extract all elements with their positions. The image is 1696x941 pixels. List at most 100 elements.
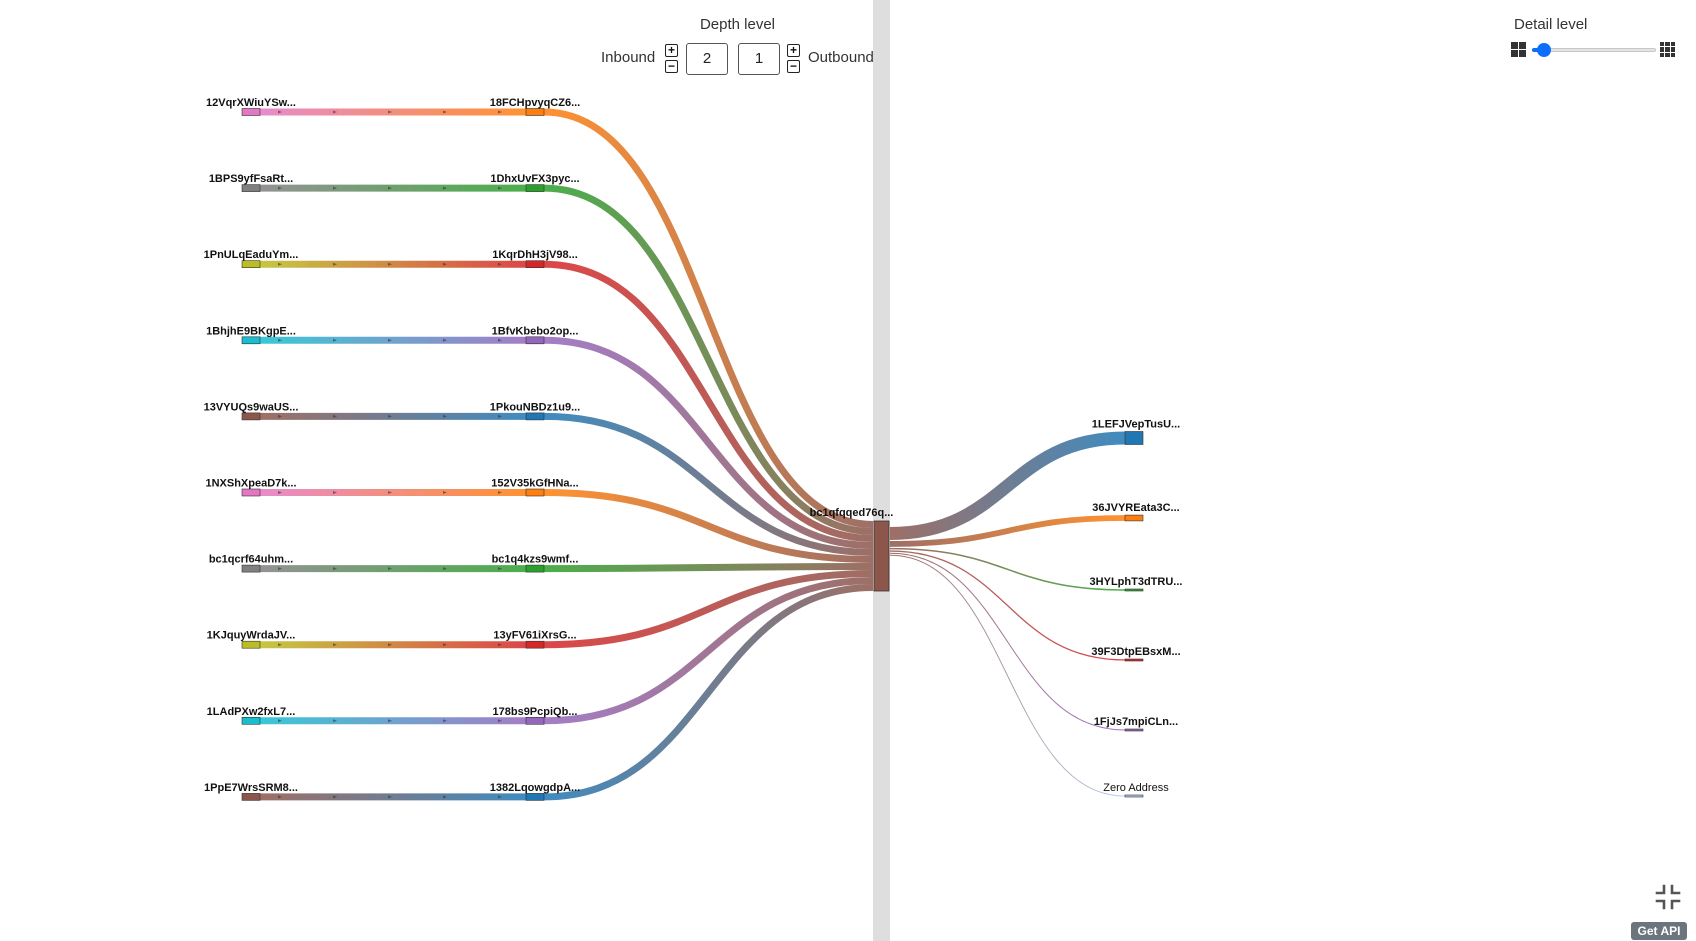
- address-label[interactable]: 1NXShXpeaD7k...: [205, 478, 296, 490]
- flow-link-outbound[interactable]: [889, 431, 1126, 540]
- address-node[interactable]: [241, 564, 261, 573]
- address-label[interactable]: 1BhjhE9BKgpE...: [206, 325, 296, 337]
- flow-link-inbound-inner[interactable]: [543, 260, 874, 542]
- flow-arrow-mark: [443, 262, 447, 266]
- address-label[interactable]: 1LAdPXw2fxL7...: [207, 706, 296, 718]
- detail-level-slider[interactable]: [1532, 43, 1656, 57]
- flow-link-inbound-inner[interactable]: [543, 336, 874, 549]
- address-node[interactable]: [525, 488, 545, 497]
- address-node[interactable]: [525, 412, 545, 421]
- address-label[interactable]: 1382LqowgdpA...: [490, 782, 580, 794]
- address-label[interactable]: 18FCHpvyqCZ6...: [490, 97, 580, 109]
- address-label[interactable]: 1BfvKbebo2op...: [492, 325, 579, 337]
- address-label[interactable]: 152V35kGfHNa...: [491, 478, 578, 490]
- inbound-increment-button[interactable]: +: [665, 44, 678, 57]
- address-label[interactable]: 1DhxUvFX3pyc...: [490, 173, 579, 185]
- center-address-node[interactable]: [873, 520, 890, 592]
- flow-arrow-mark: [388, 186, 392, 190]
- address-node[interactable]: [525, 336, 545, 345]
- address-node[interactable]: [1124, 588, 1144, 592]
- address-node[interactable]: [241, 184, 261, 192]
- flow-arrow-mark: [498, 795, 502, 799]
- flow-link-inbound-inner[interactable]: [543, 412, 874, 556]
- address-node[interactable]: [525, 716, 545, 725]
- nodes-layer: [241, 108, 1144, 801]
- address-label[interactable]: 39F3DtpEBsxM...: [1091, 646, 1180, 658]
- address-node[interactable]: [1124, 514, 1144, 522]
- flow-link-outbound[interactable]: [889, 554, 1126, 797]
- slider-thumb[interactable]: [1537, 43, 1552, 57]
- address-label[interactable]: Zero Address: [1103, 782, 1169, 794]
- flow-arrow-mark: [278, 186, 282, 190]
- flow-arrow-mark: [278, 110, 282, 114]
- flow-link-inbound-inner[interactable]: [543, 108, 874, 528]
- address-node[interactable]: [525, 184, 545, 192]
- address-node[interactable]: [525, 260, 545, 269]
- flow-link-outbound[interactable]: [889, 515, 1126, 547]
- address-label[interactable]: 13yFV61iXrsG...: [493, 630, 576, 642]
- flow-link-inbound-inner[interactable]: [543, 584, 874, 801]
- flow-arrow-mark: [333, 110, 337, 114]
- address-label[interactable]: 1FjJs7mpiCLn...: [1094, 716, 1178, 728]
- flow-link-inbound-inner[interactable]: [543, 184, 874, 535]
- address-node[interactable]: [525, 793, 545, 801]
- address-label[interactable]: 12VqrXWiuYSw...: [206, 97, 296, 109]
- address-label[interactable]: 1KqrDhH3jV98...: [492, 249, 578, 261]
- inbound-decrement-button[interactable]: −: [665, 60, 678, 73]
- get-api-button[interactable]: Get API: [1631, 922, 1687, 940]
- address-label[interactable]: 178bs9PcpiQb...: [493, 706, 578, 718]
- address-node[interactable]: [241, 716, 261, 725]
- outbound-stepper: + −: [787, 44, 801, 74]
- flow-arrow-mark: [498, 719, 502, 723]
- address-node[interactable]: [1124, 794, 1144, 798]
- flow-link-outbound[interactable]: [889, 550, 1126, 661]
- address-label[interactable]: 1BPS9yfFsaRt...: [209, 173, 293, 185]
- flow-arrow-mark: [388, 719, 392, 723]
- flow-link-inbound-inner[interactable]: [543, 570, 874, 649]
- address-label[interactable]: 1PkouNBDz1u9...: [490, 401, 580, 413]
- flow-arrow-mark: [278, 262, 282, 266]
- address-node[interactable]: [525, 640, 545, 649]
- address-node[interactable]: [1124, 728, 1144, 732]
- flow-link-outbound[interactable]: [889, 552, 1126, 731]
- address-label[interactable]: bc1qcrf64uhm...: [209, 554, 293, 566]
- flow-arrow-mark: [333, 186, 337, 190]
- flow-link-inbound-inner[interactable]: [543, 563, 874, 573]
- flow-arrow-mark: [278, 491, 282, 494]
- flow-arrow-mark: [278, 795, 282, 799]
- flow-arrow-mark: [388, 491, 392, 494]
- address-label[interactable]: 36JVYREata3C...: [1092, 502, 1179, 514]
- address-label[interactable]: bc1q4kzs9wmf...: [492, 554, 579, 566]
- address-node[interactable]: [241, 640, 261, 649]
- address-node[interactable]: [241, 260, 261, 269]
- flow-link-outbound[interactable]: [889, 547, 1126, 591]
- address-node[interactable]: [525, 564, 545, 573]
- flow-link-inbound-inner[interactable]: [543, 489, 874, 563]
- flow-arrow-mark: [498, 110, 502, 114]
- flow-arrow-mark: [443, 414, 447, 418]
- address-node[interactable]: [241, 412, 261, 421]
- address-label[interactable]: 1PpE7WrsSRM8...: [204, 782, 298, 794]
- inbound-depth-input[interactable]: 2: [686, 43, 728, 75]
- outbound-depth-input[interactable]: 1: [738, 43, 780, 75]
- address-node[interactable]: [1124, 431, 1144, 445]
- flow-arrow-mark: [443, 795, 447, 799]
- address-node[interactable]: [1124, 658, 1144, 662]
- grid-2x2-icon: [1511, 42, 1526, 57]
- flow-link-inbound-inner[interactable]: [543, 577, 874, 725]
- address-label[interactable]: 3HYLphT3dTRU...: [1090, 576, 1183, 588]
- address-node[interactable]: [241, 488, 261, 497]
- address-label[interactable]: 13VYUQs9waUS...: [204, 401, 299, 413]
- address-label[interactable]: 1PnULqEaduYm...: [204, 249, 299, 261]
- center-address-label[interactable]: bc1qfqqed76q...: [810, 507, 894, 519]
- address-node[interactable]: [525, 108, 545, 116]
- address-node[interactable]: [241, 336, 261, 345]
- address-node[interactable]: [241, 108, 261, 116]
- flow-arrow-mark: [443, 719, 447, 723]
- outbound-increment-button[interactable]: +: [787, 44, 800, 57]
- outbound-decrement-button[interactable]: −: [787, 60, 800, 73]
- compress-icon[interactable]: [1655, 884, 1681, 910]
- address-label[interactable]: 1LEFJVepTusU...: [1092, 419, 1180, 431]
- address-label[interactable]: 1KJquyWrdaJV...: [207, 630, 296, 642]
- address-node[interactable]: [241, 793, 261, 801]
